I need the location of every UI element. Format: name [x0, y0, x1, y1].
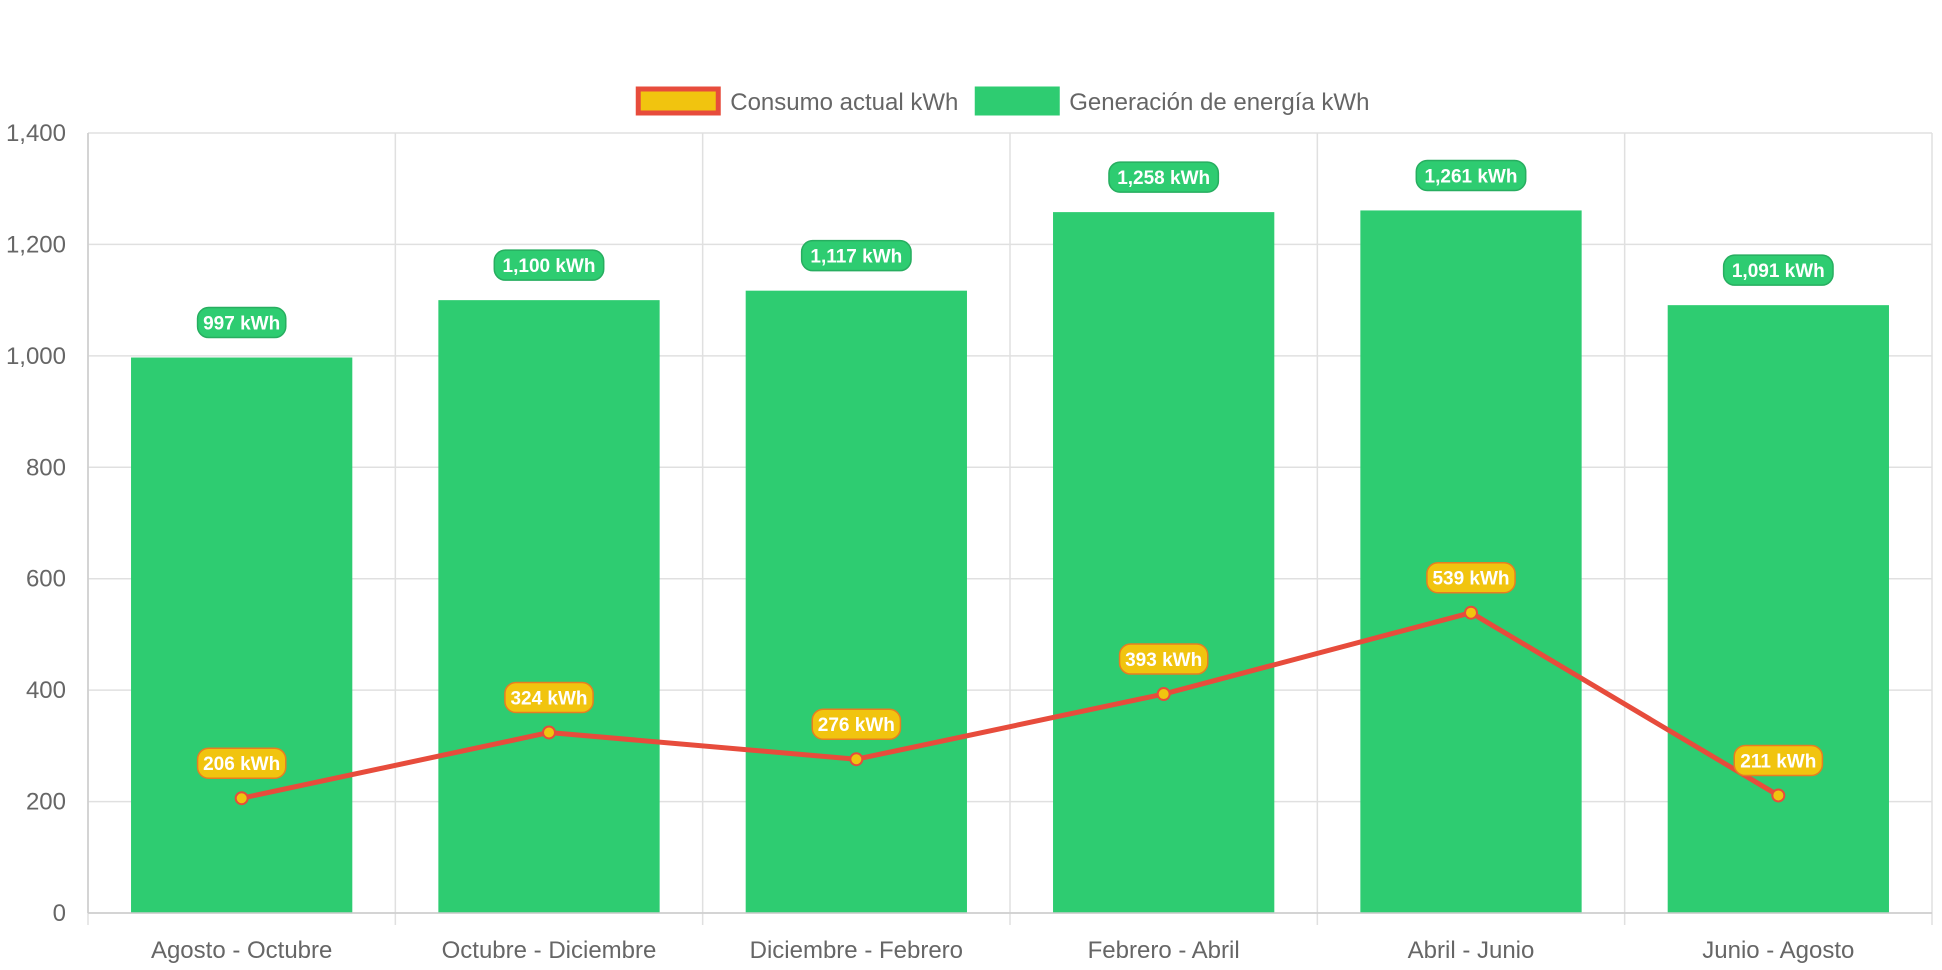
- legend-label: Consumo actual kWh: [730, 89, 958, 116]
- x-tick-label: Febrero - Abril: [1088, 937, 1240, 964]
- consumption-label-box: [504, 681, 594, 714]
- y-tick-label: 1,200: [6, 231, 66, 258]
- consumption-label-box: [1426, 561, 1516, 594]
- consumption-label: 276 kWh: [818, 715, 895, 736]
- generation-label: 1,261 kWh: [1425, 166, 1518, 187]
- consumption-label: 539 kWh: [1432, 569, 1509, 590]
- generation-bar[interactable]: [438, 300, 660, 914]
- generation-bar[interactable]: [1360, 210, 1582, 913]
- x-tick-label: Abril - Junio: [1408, 937, 1535, 964]
- legend-swatch: [635, 86, 721, 116]
- x-tick-label: Agosto - Octubre: [151, 937, 332, 964]
- y-tick-label: 1,000: [6, 343, 66, 370]
- legend-item[interactable]: Consumo actual kWh: [635, 86, 958, 116]
- legend-label: Generación de energía kWh: [1069, 89, 1369, 116]
- x-tick-label: Diciembre - Febrero: [750, 937, 963, 964]
- y-tick-label: 400: [26, 677, 66, 704]
- consumption-label-box: [196, 747, 287, 779]
- y-tick-label: 1,400: [6, 120, 66, 147]
- generation-label-box: [196, 306, 287, 339]
- consumption-point[interactable]: [1771, 788, 1786, 803]
- consumption-label-box: [1118, 643, 1209, 675]
- generation-label-box: [800, 239, 912, 272]
- generation-label: 1,100 kWh: [503, 256, 596, 277]
- consumption-label: 211 kWh: [1740, 751, 1816, 772]
- generation-label: 997 kWh: [203, 314, 280, 335]
- y-tick-label: 800: [26, 454, 66, 481]
- generation-bar[interactable]: [1667, 305, 1889, 914]
- data-labels: 997 kWh 1,100 kWh 1,117 kWh 1,258 kWh 1,261 …: [196, 159, 1834, 779]
- generation-label-box: [493, 249, 605, 281]
- generation-label-box: [1722, 254, 1834, 286]
- legend-item[interactable]: Generación de energía kWh: [974, 86, 1369, 116]
- legend[interactable]: Consumo actual kWh Generación de energía …: [635, 86, 1369, 116]
- consumption-point[interactable]: [542, 725, 556, 740]
- consumption-point[interactable]: [1156, 687, 1171, 702]
- x-tick-label: Junio - Agosto: [1702, 937, 1854, 964]
- line-series: [234, 605, 1786, 806]
- generation-label: 1,091 kWh: [1732, 261, 1825, 282]
- consumption-label: 206 kWh: [203, 754, 280, 775]
- generation-label-box: [1415, 159, 1527, 192]
- y-tick-label: 0: [53, 900, 66, 927]
- consumption-point[interactable]: [849, 752, 864, 767]
- consumption-label-box: [1733, 744, 1824, 777]
- consumption-point[interactable]: [1464, 605, 1478, 620]
- generation-bar[interactable]: [131, 357, 353, 913]
- consumption-line: [241, 610, 1780, 801]
- generation-bar[interactable]: [745, 290, 967, 914]
- consumption-label: 393 kWh: [1125, 650, 1202, 671]
- consumption-label: 324 kWh: [510, 688, 587, 709]
- generation-label: 1,258 kWh: [1117, 168, 1210, 189]
- consumption-label-box: [811, 708, 902, 740]
- x-tick-label: Octubre - Diciembre: [442, 937, 657, 964]
- y-tick-label: 600: [26, 566, 66, 593]
- generation-bar[interactable]: [1053, 212, 1275, 914]
- bar-series: [131, 210, 1889, 914]
- grid: [87, 132, 1933, 925]
- y-tick-label: 200: [26, 789, 66, 816]
- legend-swatch: [974, 86, 1060, 116]
- consumption-point[interactable]: [234, 791, 249, 806]
- generation-label-box: [1108, 161, 1220, 193]
- axes: 0 200 400 600 800 1,000 1,200 1,400 Agosto - Oct…: [6, 120, 1932, 964]
- generation-label: 1,117 kWh: [810, 247, 902, 268]
